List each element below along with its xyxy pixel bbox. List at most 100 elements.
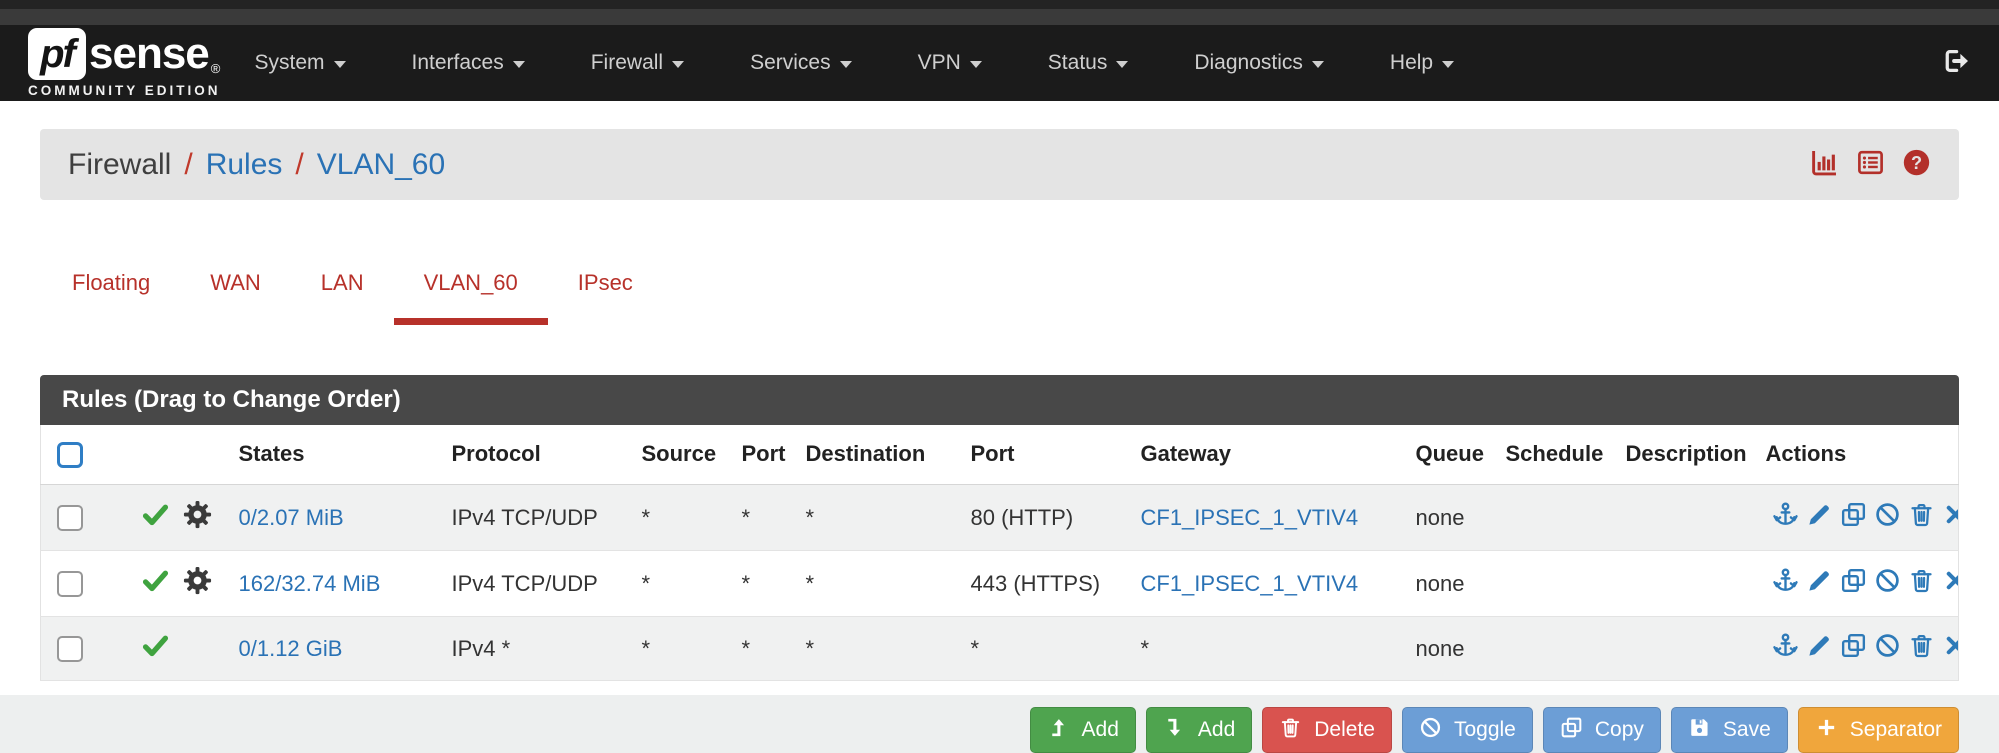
toggle-ban-button[interactable]: Toggle (1401, 707, 1533, 753)
save-icon (1688, 716, 1711, 745)
column-header-protocol: Protocol (443, 424, 634, 486)
column-header-description: Description (1617, 424, 1758, 486)
breadcrumb-rules[interactable]: Rules (205, 147, 283, 181)
gear-icon (182, 499, 213, 536)
tab-wan[interactable]: WAN (210, 269, 261, 295)
description-cell (1617, 616, 1758, 682)
ban-action-button[interactable] (1874, 632, 1901, 665)
copy-icon (1560, 716, 1583, 745)
sign-out-icon[interactable] (1941, 46, 1971, 81)
nav-menu-vpn[interactable]: VPN (918, 51, 982, 75)
gateway-link[interactable]: CF1_IPSEC_1_VTIV4 (1140, 570, 1359, 596)
nav-menu-status[interactable]: Status (1048, 51, 1129, 75)
separator-plus-button[interactable]: Separator (1797, 707, 1959, 753)
chevron-down-icon (1116, 61, 1129, 68)
add-level-down-button[interactable]: Add (1145, 707, 1253, 753)
status-graph-button[interactable] (1810, 148, 1839, 182)
pencil-icon (1806, 632, 1833, 665)
column-header-port: Port (733, 424, 798, 486)
column-header-port: Port (962, 424, 1133, 486)
rule-log-button[interactable] (1856, 148, 1885, 182)
states-link[interactable]: 162/32.74 MiB (238, 570, 381, 596)
breadcrumb-bar: Firewall / Rules / VLAN_60 ? (40, 129, 1959, 200)
pencil-action-button[interactable] (1806, 632, 1833, 665)
copy-action-button[interactable] (1840, 501, 1867, 534)
destination-port-cell: 443 (HTTPS) (962, 550, 1133, 618)
gateway-cell: * (1140, 635, 1150, 661)
rule-enabled-icon[interactable] (141, 566, 170, 601)
table-row[interactable]: 162/32.74 MiB IPv4 TCP/UDP * * * 443 (HT… (40, 550, 1959, 618)
breadcrumb-vlan_60[interactable]: VLAN_60 (316, 147, 446, 181)
row-checkbox[interactable] (57, 571, 83, 598)
rules-table: States Protocol Source Port Destination Port G… (40, 424, 1959, 682)
schedule-cell (1497, 616, 1618, 682)
copy-action-button[interactable] (1840, 567, 1867, 600)
trash-icon (1908, 567, 1935, 600)
ban-action-button[interactable] (1874, 501, 1901, 534)
advanced-settings-gear-icon[interactable] (182, 499, 213, 536)
chevron-down-icon (672, 61, 685, 68)
level-up-icon (1047, 716, 1070, 745)
column-header-source: Source (633, 424, 734, 486)
destination-cell: * (797, 616, 963, 682)
states-link[interactable]: 0/1.12 GiB (238, 635, 343, 661)
source-port-cell: * (733, 616, 798, 682)
anchor-action-button[interactable] (1772, 567, 1799, 600)
rule-enabled-icon[interactable] (141, 500, 170, 535)
destination-cell: * (797, 550, 963, 618)
times-action-button[interactable] (1942, 632, 1959, 665)
check-icon (141, 566, 170, 601)
pencil-action-button[interactable] (1806, 567, 1833, 600)
column-header-schedule: Schedule (1497, 424, 1618, 486)
nav-menu-interfaces[interactable]: Interfaces (412, 51, 525, 75)
tab-lan[interactable]: LAN (320, 269, 364, 295)
check-icon (141, 500, 170, 535)
add-level-up-button[interactable]: Add (1029, 707, 1136, 753)
help-button[interactable]: ? (1902, 148, 1931, 182)
destination-port-cell: 80 (HTTP) (962, 484, 1133, 552)
svg-text:?: ? (1911, 152, 1922, 172)
tab-ipsec[interactable]: IPsec (577, 269, 633, 295)
nav-menu-services[interactable]: Services (750, 51, 852, 75)
table-row[interactable]: 0/2.07 MiB IPv4 TCP/UDP * * * 80 (HTTP) … (40, 484, 1959, 552)
chevron-down-icon (333, 61, 346, 68)
anchor-action-button[interactable] (1772, 632, 1799, 665)
sign-out-icon (1941, 46, 1971, 81)
save-save-button[interactable]: Save (1670, 707, 1788, 753)
times-action-button[interactable] (1942, 567, 1959, 600)
select-all-checkbox[interactable] (57, 442, 83, 469)
tab-vlan_60[interactable]: VLAN_60 (393, 240, 548, 325)
rule-action-buttons: Add Add Delete Toggle Copy Save Separato… (40, 707, 1959, 753)
nav-menu-diagnostics[interactable]: Diagnostics (1194, 51, 1324, 75)
chevron-down-icon (969, 61, 982, 68)
trash-icon (1279, 716, 1302, 745)
pfsense-logo[interactable]: pf sense ® COMMUNITY EDITION (28, 28, 221, 98)
anchor-action-button[interactable] (1772, 501, 1799, 534)
ban-icon (1874, 501, 1901, 534)
breadcrumb-firewall: Firewall (68, 147, 172, 181)
copy-copy-button[interactable]: Copy (1542, 707, 1661, 753)
nav-menu-system[interactable]: System (255, 51, 346, 75)
times-action-button[interactable] (1942, 501, 1959, 534)
gateway-link[interactable]: CF1_IPSEC_1_VTIV4 (1140, 504, 1359, 530)
chevron-down-icon (1442, 61, 1455, 68)
trash-action-button[interactable] (1908, 501, 1935, 534)
row-checkbox[interactable] (57, 636, 83, 663)
row-checkbox[interactable] (57, 505, 83, 532)
nav-menu-firewall[interactable]: Firewall (591, 51, 685, 75)
pencil-icon (1806, 501, 1833, 534)
ban-action-button[interactable] (1874, 567, 1901, 600)
table-row[interactable]: 0/1.12 GiB IPv4 * * * * * * none (40, 616, 1959, 682)
rule-enabled-icon[interactable] (141, 631, 170, 666)
states-link[interactable]: 0/2.07 MiB (238, 504, 344, 530)
pencil-action-button[interactable] (1806, 501, 1833, 534)
trash-action-button[interactable] (1908, 567, 1935, 600)
delete-trash-button[interactable]: Delete (1262, 707, 1392, 753)
tab-floating[interactable]: Floating (72, 269, 151, 295)
advanced-settings-gear-icon[interactable] (182, 565, 213, 602)
gear-icon (182, 565, 213, 602)
nav-menu-help[interactable]: Help (1390, 51, 1455, 75)
trash-action-button[interactable] (1908, 632, 1935, 665)
column-header-queue: Queue (1407, 424, 1498, 486)
copy-action-button[interactable] (1840, 632, 1867, 665)
